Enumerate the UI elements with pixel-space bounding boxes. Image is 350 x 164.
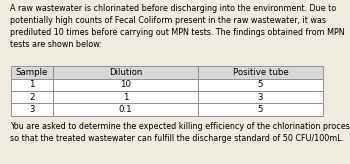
Text: 1: 1 — [29, 80, 35, 89]
Bar — [198, 91, 323, 103]
Text: prediluted 10 times before carrying out MPN tests. The findings obtained from MP: prediluted 10 times before carrying out … — [10, 28, 345, 37]
Bar — [53, 91, 198, 103]
Bar — [198, 79, 323, 91]
Text: 2: 2 — [29, 93, 35, 102]
Bar — [198, 103, 323, 116]
Text: 5: 5 — [258, 105, 263, 114]
Text: 0.1: 0.1 — [119, 105, 132, 114]
Bar — [10, 103, 53, 116]
Bar — [10, 66, 53, 79]
Text: A raw wastewater is chlorinated before discharging into the environment. Due to: A raw wastewater is chlorinated before d… — [10, 4, 337, 13]
Text: 1: 1 — [123, 93, 128, 102]
Bar — [10, 91, 53, 103]
Bar — [198, 66, 323, 79]
Text: Positive tube: Positive tube — [233, 68, 288, 77]
Text: 3: 3 — [29, 105, 35, 114]
Bar — [10, 79, 53, 91]
Bar — [53, 79, 198, 91]
Text: Dilution: Dilution — [109, 68, 142, 77]
Bar — [53, 103, 198, 116]
Text: 10: 10 — [120, 80, 131, 89]
Text: You are asked to determine the expected killing efficiency of the chlorination p: You are asked to determine the expected … — [10, 122, 350, 131]
Text: so that the treated wastewater can fulfill the discharge standard of 50 CFU/100m: so that the treated wastewater can fulfi… — [10, 134, 345, 143]
Text: Sample: Sample — [16, 68, 48, 77]
Text: 3: 3 — [258, 93, 263, 102]
Text: potentially high counts of Fecal Coliform present in the raw wastewater, it was: potentially high counts of Fecal Colifor… — [10, 16, 327, 25]
Bar — [53, 66, 198, 79]
Text: tests are shown below:: tests are shown below: — [10, 40, 103, 49]
Text: 5: 5 — [258, 80, 263, 89]
